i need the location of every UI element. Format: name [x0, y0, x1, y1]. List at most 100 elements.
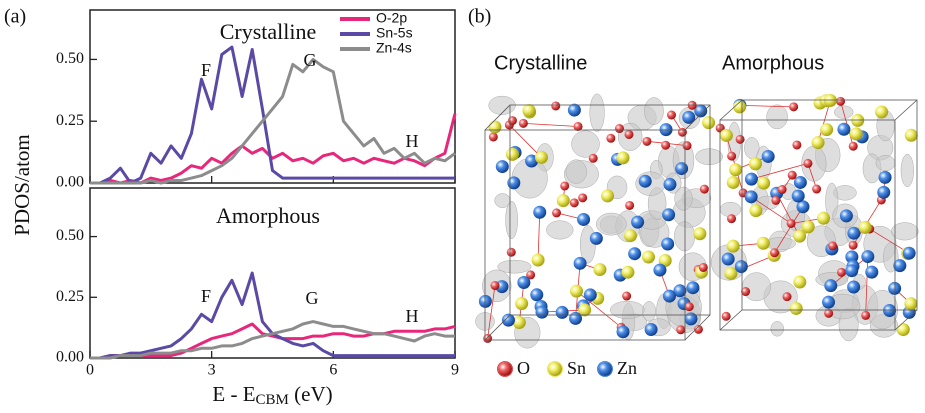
atom [631, 216, 644, 229]
atom [850, 127, 863, 140]
atom [584, 288, 597, 301]
atom [783, 292, 792, 301]
atom [699, 263, 708, 272]
atom [560, 181, 569, 190]
atom [771, 196, 780, 205]
atom [617, 325, 630, 338]
x-axis-label: E - ECBM (eV) [212, 382, 332, 409]
panel-label: (b) [468, 6, 491, 28]
atom [727, 240, 740, 253]
atom [877, 186, 890, 199]
atom [488, 120, 501, 133]
atom [483, 334, 492, 343]
x-axis-label-part: E - E [212, 382, 255, 406]
atom [589, 154, 598, 163]
atom [883, 304, 896, 317]
isosurface [590, 94, 605, 132]
atom [508, 116, 517, 125]
cell-edge [895, 100, 917, 120]
atom [570, 198, 579, 207]
atom [667, 111, 676, 120]
atom [903, 247, 916, 260]
isosurface [498, 260, 531, 273]
annotation: Amorphous [216, 203, 320, 228]
figure: (a) (b) Crystalline Amorphous 0.000.250.… [0, 0, 925, 413]
x-axis-label-part: CBM [256, 392, 289, 408]
atom [502, 314, 515, 327]
atom [622, 292, 631, 301]
atom [507, 176, 520, 189]
atom [794, 176, 807, 189]
atom [790, 302, 803, 315]
legend-label: Sn-5s [376, 25, 413, 41]
isosurface [546, 221, 573, 240]
legend-label: Zn-4s [376, 40, 412, 56]
atom [506, 148, 519, 161]
series-line [90, 47, 455, 183]
atom [749, 204, 762, 217]
atom [788, 171, 797, 180]
atom [828, 241, 837, 250]
atom [570, 285, 583, 298]
atom [812, 136, 825, 149]
atom [762, 150, 775, 163]
isosurface [771, 321, 784, 336]
atom [490, 281, 499, 290]
atom [787, 219, 796, 228]
atom [817, 212, 830, 225]
isosurface [572, 131, 600, 158]
atom [676, 325, 685, 334]
atom [757, 177, 770, 190]
atom [729, 163, 742, 176]
atom [606, 134, 615, 143]
annotation: G [306, 288, 319, 308]
atom [535, 306, 548, 319]
atom [749, 157, 762, 170]
atom [847, 281, 860, 294]
atom-legend-marker [548, 362, 562, 376]
atom [593, 263, 606, 276]
atom [642, 137, 651, 146]
panel-label: (a) [4, 6, 26, 28]
atom [522, 104, 535, 117]
atom [905, 129, 918, 142]
atom [735, 260, 748, 273]
atom [745, 173, 758, 186]
atom [757, 237, 770, 250]
atom [904, 297, 917, 310]
atom [675, 162, 688, 175]
bond [538, 212, 540, 260]
atom [879, 171, 892, 184]
atom [736, 135, 745, 144]
atom [861, 311, 870, 320]
isosurface [767, 105, 788, 129]
atom-legend-marker [498, 362, 512, 376]
isosurface [566, 160, 587, 184]
atom [684, 312, 697, 325]
atom-legend-label: Zn [617, 358, 637, 378]
atom [530, 288, 543, 301]
atom [824, 94, 837, 107]
atom [556, 306, 569, 319]
atom [851, 114, 864, 127]
atom [849, 241, 858, 250]
atom [578, 193, 587, 202]
atom [551, 101, 560, 110]
atom [663, 178, 676, 191]
atom [837, 123, 850, 136]
atom [683, 141, 692, 150]
atom [727, 152, 736, 161]
atom [837, 268, 846, 277]
atom [625, 201, 634, 210]
bond [523, 123, 578, 126]
isosurface [674, 222, 694, 251]
atom [533, 206, 546, 219]
annotation: H [406, 306, 419, 326]
atom [859, 221, 872, 234]
annotation: F [201, 60, 211, 80]
annotation: G [304, 50, 317, 70]
atom [616, 151, 629, 164]
atom [645, 323, 658, 336]
atom [601, 189, 614, 202]
structure-title: Amorphous [722, 52, 824, 74]
